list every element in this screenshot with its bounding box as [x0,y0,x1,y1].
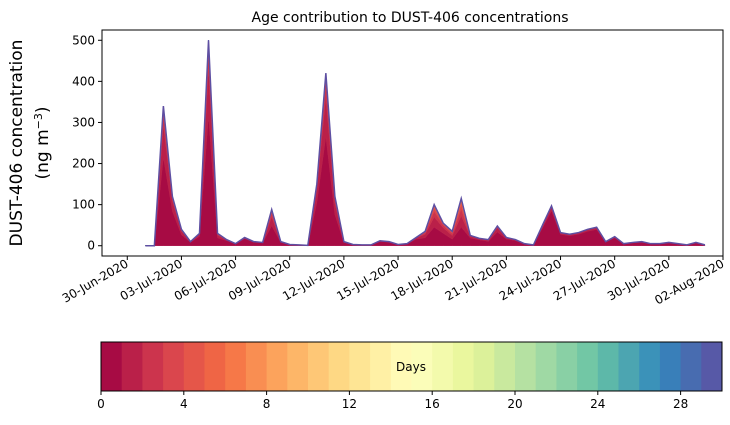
age-band-day-10 [145,40,706,246]
colorbar-bin [101,342,123,391]
colorbar-bin [639,342,661,391]
plot-frame [101,29,724,257]
age-band-day-1 [145,68,706,246]
y-axis-label-line1: DUST-406 concentration [7,40,27,247]
age-band-day-3 [145,44,706,246]
age-band-day-20 [145,40,706,246]
age-band-day-29 [145,40,706,246]
y-tick-label: 200 [72,157,95,171]
x-axis: 30-Jun-202003-Jul-202006-Jul-202009-Jul-… [60,256,727,307]
age-band-day-27 [145,40,706,246]
plot-area [145,40,706,247]
age-band-day-14 [145,40,706,246]
y-tick-label: 500 [72,33,95,47]
colorbar-frame [100,341,723,392]
y-axis-label-units: (ng m [33,129,53,179]
colorbar-bin [618,342,640,391]
colorbar-tick-label: 12 [342,397,357,411]
age-band-day-15 [145,40,706,246]
colorbar-bin [142,342,164,391]
age-band-day-19 [145,40,706,246]
y-axis: 0 100 200 300 400 500 [72,33,102,253]
age-band-day-4 [145,41,706,246]
age-band-day-23 [145,40,706,246]
y-axis-label-close: ) [33,106,53,113]
y-tick-label: 100 [72,198,95,212]
age-band-day-24 [145,40,706,246]
colorbar-tick-label: 20 [507,397,522,411]
colorbar-bin [597,342,619,391]
colorbar-bin [308,342,330,391]
age-band-day-21 [145,40,706,246]
colorbar-tick-label: 8 [263,397,271,411]
colorbar-bin [370,342,392,391]
colorbar-bin [556,342,578,391]
colorbar-bin [680,342,702,391]
y-axis-label-line2: (ng m−3) [32,106,53,179]
y-axis-label-superscript: −3 [32,113,45,129]
colorbar-bin [701,342,723,391]
age-band-day-17 [145,40,706,246]
age-band-day-22 [145,40,706,246]
colorbar-bin [390,342,412,391]
colorbar-bin [349,342,371,391]
colorbar-bin [432,342,454,391]
y-tick-label: 400 [72,74,95,88]
age-band-day-12 [145,40,706,246]
colorbar-bin [245,342,267,391]
age-band-day-7 [145,40,706,246]
colorbar-bin [577,342,599,391]
age-band-day-28 [145,40,706,246]
y-tick-label: 0 [87,239,95,253]
colorbar-tick-label: 24 [590,397,605,411]
colorbar-bin [452,342,474,391]
colorbar-bin [204,342,226,391]
colorbar-bin [121,342,143,391]
age-band-day-11 [145,40,706,246]
colorbar-bin [494,342,516,391]
colorbar-bin [659,342,681,391]
colorbar-bin [515,342,537,391]
colorbar-bin [225,342,247,391]
colorbar-tick-label: 28 [673,397,688,411]
colorbar-label: Days [396,360,426,374]
colorbar-bin [535,342,557,391]
age-band-day-0 [145,115,706,246]
age-band-day-25 [145,40,706,246]
colorbar [100,341,723,392]
colorbar-bin [328,342,350,391]
colorbar-bin [411,342,433,391]
age-band-day-9 [145,40,706,246]
colorbar-bin [266,342,288,391]
chart-title: Age contribution to DUST-406 concentrati… [252,10,569,26]
age-band-day-16 [145,40,706,246]
colorbar-bin [183,342,205,391]
colorbar-ticks: 0 4 8 12 16 20 24 28 [97,391,688,411]
total-concentration-line [145,40,706,247]
colorbar-tick-label: 0 [97,397,105,411]
colorbar-bin [163,342,185,391]
age-band-day-2 [145,50,706,246]
age-band-day-8 [145,40,706,246]
y-tick-label: 300 [72,115,95,129]
age-band-day-18 [145,40,706,246]
age-band-day-13 [145,40,706,246]
colorbar-bin [287,342,309,391]
age-band-day-6 [145,40,706,246]
colorbar-bin [473,342,495,391]
colorbar-tick-label: 4 [180,397,188,411]
age-band-day-26 [145,40,706,246]
colorbar-tick-label: 16 [425,397,440,411]
y-axis-label: DUST-406 concentration (ng m−3) [7,40,53,247]
age-band-day-5 [145,40,706,246]
x-tick-label: 30-Jun-2020 [60,256,131,305]
